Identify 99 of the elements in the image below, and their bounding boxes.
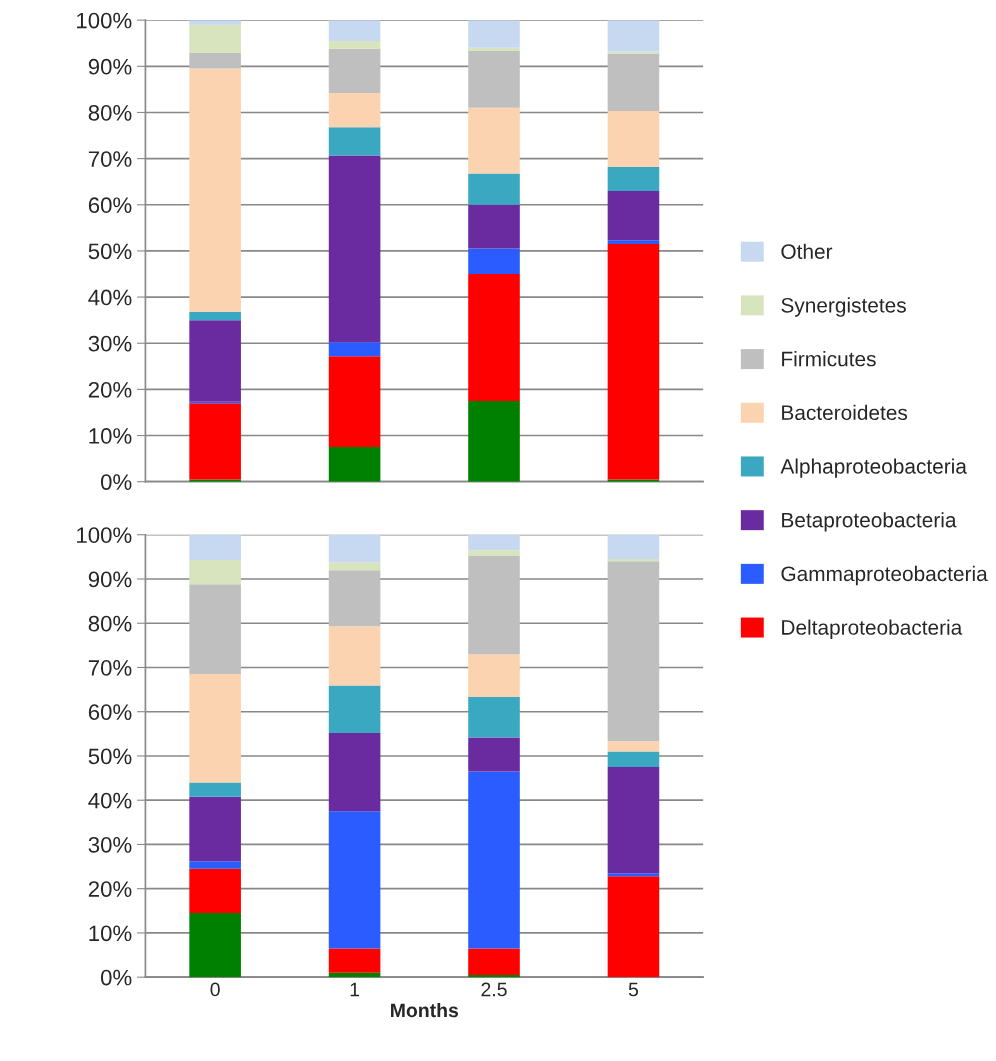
bar (189, 861, 241, 869)
bar (189, 534, 241, 560)
bar (468, 737, 520, 772)
y-tick-label: 60% (88, 197, 132, 214)
x-tick-label: 0 (210, 982, 220, 997)
bar (468, 948, 520, 975)
x-tick-label: 2.5 (481, 982, 507, 997)
bar (607, 244, 660, 480)
bar (468, 274, 520, 401)
y-tick-label: 30% (88, 335, 132, 352)
bar (328, 685, 381, 733)
bar (607, 741, 660, 752)
bar (189, 559, 241, 585)
bar (328, 127, 381, 156)
legend-label: Other (781, 243, 833, 259)
bar (468, 400, 520, 482)
bar (468, 974, 520, 978)
y-tick-label: 30% (88, 836, 132, 853)
bar (607, 240, 660, 244)
bar (468, 107, 520, 174)
bar (607, 751, 660, 768)
bar (189, 403, 241, 480)
bar (607, 166, 660, 191)
bar (189, 24, 241, 53)
bar (328, 48, 381, 94)
bar (468, 248, 520, 274)
bar (328, 534, 381, 563)
bar (468, 697, 520, 738)
bar (189, 320, 241, 402)
bar (607, 767, 660, 874)
y-tick-label: 100% (77, 527, 132, 544)
y-tick-label: 60% (88, 704, 132, 720)
bar (189, 796, 241, 862)
bar (607, 53, 660, 112)
bar (607, 876, 660, 978)
y-tick-label: 40% (88, 289, 132, 306)
bar (328, 20, 381, 41)
bar (328, 342, 381, 357)
bar (468, 550, 520, 556)
y-tick-label: 10% (89, 925, 132, 942)
bar (468, 204, 520, 249)
bar (607, 561, 660, 742)
y-tick-label: 80% (88, 105, 132, 121)
y-tick-label: 0% (100, 474, 132, 490)
x-tick-label: 5 (628, 982, 639, 997)
y-tick-label: 50% (88, 748, 132, 765)
bar (189, 584, 241, 675)
bar (189, 913, 241, 978)
bar (189, 311, 241, 321)
legend-label: Betaproteobacteria (782, 512, 957, 532)
legend-label: Firmicutes (782, 351, 876, 367)
legend-label: Gammaproteobacteria (781, 565, 988, 586)
legend-label: Synergistetes (781, 297, 906, 317)
bar (328, 447, 381, 482)
bar (328, 948, 381, 973)
y-tick-label: 40% (88, 792, 132, 809)
legend-label: Bacteroidetes (782, 404, 908, 421)
y-tick-label: 20% (88, 381, 132, 398)
y-tick-label: 10% (89, 428, 132, 444)
bar (189, 52, 241, 69)
y-tick-label: 0% (100, 969, 132, 986)
y-tick-label: 100% (77, 12, 132, 29)
bar (607, 873, 660, 877)
bar (468, 20, 520, 48)
bar (468, 654, 520, 698)
bar (189, 68, 241, 312)
bar (468, 51, 520, 108)
bar (607, 190, 660, 241)
bar (189, 782, 241, 797)
y-tick-label: 50% (88, 243, 132, 260)
bar (328, 811, 381, 949)
bar (468, 47, 520, 52)
bar (189, 868, 241, 914)
bar (607, 534, 660, 560)
bar (328, 40, 381, 49)
bar (328, 562, 381, 571)
y-tick-label: 90% (88, 58, 132, 75)
y-tick-label: 20% (88, 881, 132, 897)
x-axis-title: Months (391, 1002, 459, 1018)
bar (468, 534, 520, 551)
bar (468, 555, 520, 655)
bar (189, 674, 241, 783)
bar (468, 771, 520, 949)
bar (328, 93, 381, 128)
legend-label: Alphaproteobacteria (780, 458, 967, 478)
bar (468, 173, 520, 205)
bar (328, 570, 381, 627)
bar (607, 20, 660, 52)
bar (328, 732, 381, 812)
bar (328, 626, 381, 686)
bar (328, 155, 381, 343)
bar (328, 356, 381, 448)
y-tick-label: 70% (88, 151, 132, 167)
y-tick-label: 90% (88, 571, 132, 588)
y-tick-label: 80% (88, 615, 132, 632)
x-tick-label: 1 (350, 982, 360, 997)
bar (607, 111, 660, 167)
legend-label: Deltaproteobacteria (782, 619, 963, 639)
y-tick-label: 70% (88, 660, 132, 676)
